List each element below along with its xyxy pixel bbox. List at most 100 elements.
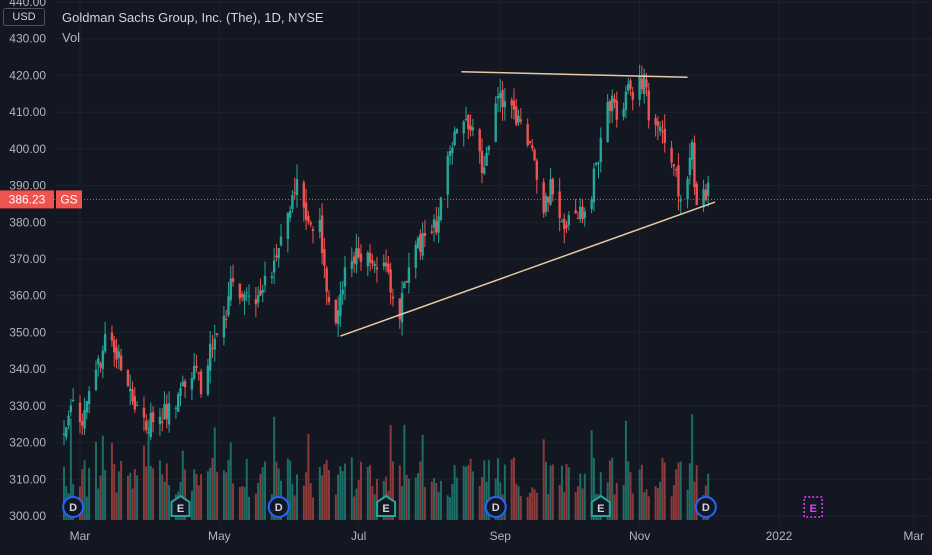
candle-body bbox=[320, 215, 324, 254]
candle bbox=[78, 395, 82, 434]
candle-body bbox=[190, 378, 194, 390]
candle bbox=[320, 203, 324, 265]
candle bbox=[94, 360, 98, 392]
volume-bar bbox=[88, 467, 91, 520]
candle bbox=[403, 281, 406, 289]
candle-body bbox=[547, 196, 550, 203]
volume-bar bbox=[638, 469, 641, 520]
candle-body bbox=[645, 79, 648, 88]
candle-body bbox=[254, 299, 258, 305]
volume-bar bbox=[430, 481, 433, 520]
candle-body bbox=[192, 365, 196, 379]
volume-bar bbox=[439, 480, 442, 520]
candle bbox=[69, 398, 73, 417]
candle bbox=[147, 427, 150, 434]
candle bbox=[371, 253, 374, 270]
volume-bar bbox=[321, 475, 324, 520]
candle bbox=[302, 180, 306, 222]
candle-body bbox=[638, 76, 641, 100]
candle bbox=[674, 166, 678, 178]
event-label: E bbox=[382, 503, 389, 515]
candle bbox=[599, 127, 602, 173]
event-marker-earnings: E bbox=[376, 494, 397, 517]
volume-bar bbox=[533, 489, 536, 520]
volume-bar bbox=[467, 465, 470, 520]
volume-bar bbox=[289, 460, 292, 520]
candle-body bbox=[131, 389, 134, 402]
volume-bar bbox=[325, 459, 328, 520]
volume-bar bbox=[535, 492, 538, 520]
volume-bar bbox=[608, 460, 611, 520]
candle-body bbox=[631, 92, 634, 100]
volume-bar bbox=[120, 460, 123, 520]
event-marker-earnings: E bbox=[590, 494, 611, 517]
volume-bar bbox=[286, 458, 289, 520]
candle-body bbox=[640, 78, 644, 90]
candle-body bbox=[256, 295, 260, 303]
currency-label[interactable]: USD bbox=[3, 8, 45, 26]
candle bbox=[499, 79, 502, 113]
candle-body bbox=[613, 98, 616, 103]
volume-bar bbox=[238, 486, 241, 520]
symbol-title[interactable]: Goldman Sachs Group, Inc. (The), 1D, NYS… bbox=[62, 10, 324, 25]
candle bbox=[304, 188, 308, 230]
candle-body bbox=[599, 137, 602, 163]
candle bbox=[567, 211, 571, 231]
volume-bar bbox=[243, 487, 246, 520]
candle-body bbox=[414, 244, 417, 268]
candle bbox=[149, 402, 152, 440]
volume-bar bbox=[97, 488, 100, 520]
volume-bar bbox=[211, 458, 214, 520]
candle-body bbox=[487, 146, 491, 151]
candle bbox=[446, 151, 449, 209]
candle bbox=[439, 196, 443, 222]
volume-bar bbox=[688, 463, 691, 520]
candle bbox=[510, 97, 513, 119]
volume-bar bbox=[659, 481, 662, 520]
candle-body bbox=[480, 150, 484, 173]
candle bbox=[494, 96, 497, 143]
candle-body bbox=[544, 195, 548, 212]
candle-body bbox=[435, 221, 438, 233]
volume-bar bbox=[526, 496, 529, 520]
candle-body bbox=[453, 131, 456, 146]
volume-bar bbox=[640, 464, 643, 520]
candle-body bbox=[126, 370, 130, 386]
volume-bar bbox=[101, 435, 104, 520]
candle-body bbox=[94, 369, 98, 390]
candle-body bbox=[590, 199, 593, 209]
volume-legend[interactable]: Vol bbox=[62, 30, 81, 45]
candle-body bbox=[663, 128, 666, 143]
candle bbox=[270, 271, 274, 284]
volume-bar bbox=[496, 458, 499, 520]
grid bbox=[56, 0, 932, 525]
volume-bar bbox=[695, 465, 698, 520]
candle-body bbox=[117, 351, 121, 358]
candle bbox=[391, 288, 395, 307]
candle-body bbox=[311, 228, 315, 232]
dividend-icon bbox=[694, 496, 717, 518]
candle-body bbox=[533, 149, 536, 161]
candle bbox=[629, 78, 632, 96]
event-marker-earnings-future: E bbox=[803, 496, 823, 518]
volume-bar bbox=[421, 434, 424, 520]
volume-bar bbox=[547, 494, 550, 520]
candle-body bbox=[215, 333, 219, 335]
y-tick-label: 440.00 bbox=[9, 0, 46, 9]
volume-bar bbox=[152, 468, 155, 520]
candle bbox=[373, 260, 376, 274]
candle-body bbox=[177, 394, 180, 413]
candle-body bbox=[279, 236, 283, 246]
trendlines bbox=[340, 71, 716, 337]
candle bbox=[389, 262, 392, 305]
candle bbox=[549, 168, 552, 206]
candle bbox=[512, 88, 516, 120]
x-tick-label: Sep bbox=[490, 529, 512, 543]
candle-body bbox=[455, 128, 459, 134]
candle bbox=[275, 244, 278, 262]
candle-body bbox=[302, 182, 306, 208]
candle bbox=[158, 407, 162, 436]
volume-bar bbox=[528, 492, 531, 520]
